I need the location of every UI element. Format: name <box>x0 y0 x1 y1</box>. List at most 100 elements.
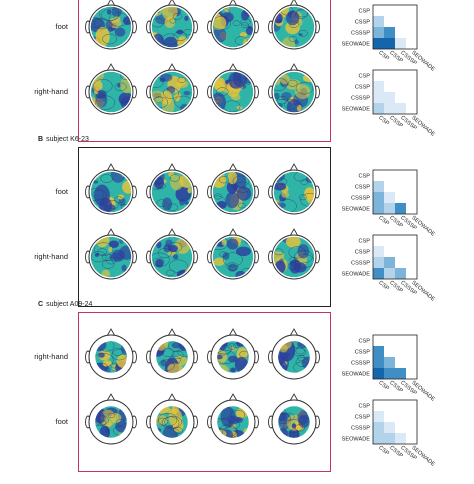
panel-frame <box>78 0 331 142</box>
matrix-cell <box>406 27 417 38</box>
matrix-cell <box>384 433 395 444</box>
condition-label: foot <box>55 187 68 196</box>
matrix-cell <box>373 433 384 444</box>
matrix-cell <box>395 368 406 379</box>
matrix-cell <box>373 92 384 103</box>
matrix-cell <box>395 70 406 81</box>
matrix-cell <box>384 422 395 433</box>
panel-frame <box>78 312 331 472</box>
matrix-cell <box>395 27 406 38</box>
matrix-cell <box>395 422 406 433</box>
matrix-cell <box>373 422 384 433</box>
matrix-border <box>372 169 418 215</box>
matrix-cell <box>395 170 406 181</box>
matrix-cell <box>395 335 406 346</box>
matrix-cell <box>395 235 406 246</box>
matrix-cell <box>373 181 384 192</box>
matrix-row-label: CSSP <box>355 85 371 91</box>
nose-outline <box>289 328 299 337</box>
matrix-cell <box>406 70 417 81</box>
matrix-cell <box>373 400 384 411</box>
matrix-cell <box>384 70 395 81</box>
matrix-cell <box>373 16 384 27</box>
nose-outline <box>167 63 177 72</box>
topographic-head-map <box>207 63 259 115</box>
matrix-row-label: CSSP <box>355 415 371 421</box>
matrix-cell <box>373 346 384 357</box>
matrix-border <box>372 234 418 280</box>
matrix-cell <box>406 335 417 346</box>
nose-outline <box>289 228 299 237</box>
matrix-cell <box>384 400 395 411</box>
nose-outline <box>228 0 238 7</box>
matrix-cell <box>384 203 395 214</box>
topographic-head-map <box>85 228 137 280</box>
nose-outline <box>289 0 299 7</box>
condition-label: foot <box>55 417 68 426</box>
topographic-head-map <box>207 0 259 50</box>
matrix-cell <box>406 38 417 49</box>
matrix-row-label: CSSSP <box>351 261 370 267</box>
matrix-cell <box>384 192 395 203</box>
matrix-cell <box>373 192 384 203</box>
topographic-head-map <box>268 328 320 380</box>
matrix-cell <box>406 422 417 433</box>
matrix-col-label: CSP <box>377 280 390 292</box>
matrix-cell <box>406 257 417 268</box>
topographic-head-map <box>146 228 198 280</box>
matrix-row-label: CSSP <box>355 185 371 191</box>
matrix-cell <box>384 170 395 181</box>
nose-outline <box>228 163 238 172</box>
nose-outline <box>167 163 177 172</box>
matrix-row-label: CSSP <box>355 20 371 26</box>
topographic-head-map <box>268 63 320 115</box>
matrix-cell <box>384 92 395 103</box>
matrix-border <box>372 399 418 445</box>
matrix-row-label: CSP <box>358 174 370 180</box>
matrix-cell <box>384 368 395 379</box>
matrix-cell <box>406 235 417 246</box>
matrix-cell <box>384 246 395 257</box>
matrix-cell <box>395 192 406 203</box>
condition-label: right-hand <box>34 352 68 361</box>
matrix-col-label: CSP <box>377 445 390 457</box>
matrix-cell <box>384 235 395 246</box>
matrix-row-label: CSSSP <box>351 361 370 367</box>
matrix-cell <box>395 268 406 279</box>
matrix-cell <box>373 81 384 92</box>
matrix-row-label: SEOWADE <box>342 272 371 278</box>
matrix-cell <box>406 411 417 422</box>
topographic-head-map <box>146 163 198 215</box>
matrix-row-label: CSSSP <box>351 426 370 432</box>
matrix-cell <box>384 27 395 38</box>
matrix-row-label: CSP <box>358 9 370 15</box>
matrix-cell <box>395 81 406 92</box>
nose-outline <box>289 163 299 172</box>
matrix-cell <box>406 368 417 379</box>
topographic-head-map <box>146 328 198 380</box>
matrix-cell <box>373 368 384 379</box>
matrix-cell <box>384 103 395 114</box>
matrix-cell <box>384 257 395 268</box>
matrix-cell <box>373 103 384 114</box>
matrix-cell <box>395 257 406 268</box>
nose-outline <box>106 0 116 7</box>
topographic-head-map <box>268 228 320 280</box>
matrix-cell <box>406 5 417 16</box>
matrix-row-label: SEOWADE <box>342 107 371 113</box>
matrix-cell <box>406 346 417 357</box>
matrix-row-label: SEOWADE <box>342 372 371 378</box>
topographic-head-map <box>146 0 198 50</box>
matrix-cell <box>373 70 384 81</box>
topographic-head-map <box>146 393 198 445</box>
matrix-col-label: CSP <box>377 380 390 392</box>
nose-outline <box>106 163 116 172</box>
matrix-cell <box>384 16 395 27</box>
matrix-row-label: CSP <box>358 404 370 410</box>
matrix-cell <box>395 246 406 257</box>
nose-outline <box>106 63 116 72</box>
topographic-head-map <box>146 63 198 115</box>
